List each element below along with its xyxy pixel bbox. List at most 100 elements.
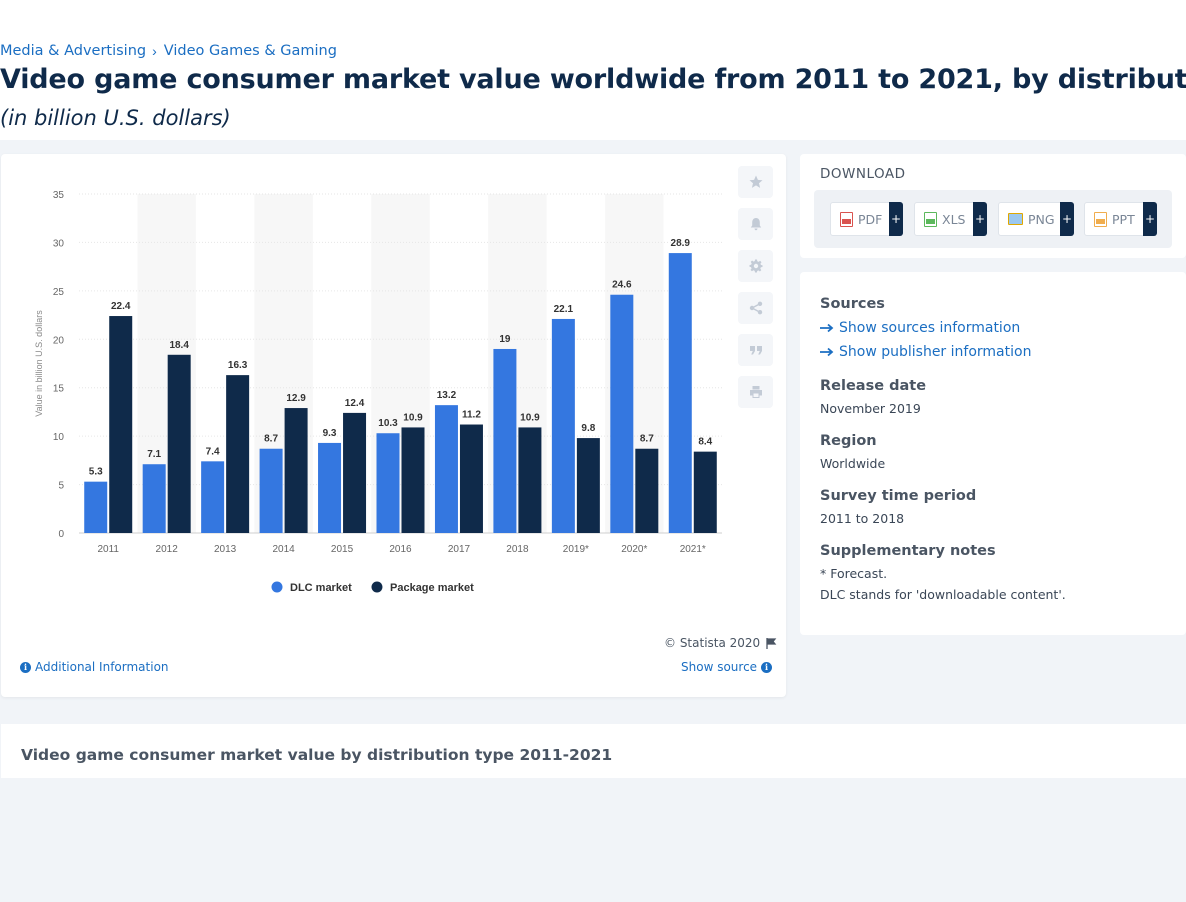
xls-label: XLS [942,211,966,227]
x-tick-label: 2021* [680,544,706,555]
data-label: 16.3 [228,360,248,371]
bell-icon [750,218,761,231]
chart-card: 0 5 10 15 20 25 30 35 Value in billion U.S. doll… [1,154,786,697]
gear-icon [749,259,762,273]
package-bar [167,354,191,533]
show-publisher-link[interactable]: Show publisher information [820,344,1031,360]
download-ppt-button[interactable]: PPT + [1084,202,1157,236]
forecast-note: * Forecast. [820,566,888,581]
additional-information-link[interactable]: i Additional Information [20,660,169,674]
x-tick-label: 2014 [272,544,295,555]
data-label: 13.2 [437,390,457,401]
settings-button[interactable] [738,250,773,282]
related-statistic-card: Video game consumer market value by dist… [1,724,1186,778]
show-source-link[interactable]: Show source i [681,660,773,674]
x-tick-label: 2013 [214,544,237,555]
data-label: 5.3 [89,467,103,478]
ppt-label: PPT [1112,211,1135,227]
region-heading: Region [820,433,877,449]
dlc-note: DLC stands for 'downloadable content'. [820,587,1066,602]
copyright: © Statista 2020 [664,636,777,650]
dlc-bar [318,442,342,533]
data-label: 7.1 [147,449,161,460]
pdf-plus: + [889,202,903,236]
release-date-heading: Release date [820,378,927,394]
x-tick-label: 2012 [156,544,179,555]
info-icon: i [761,661,773,673]
data-label: 12.4 [345,398,365,409]
xls-file-icon [924,211,937,227]
breadcrumb-media-advertising[interactable]: Media & Advertising [0,43,147,59]
legend-dlc-marker [271,581,283,593]
bar-chart: 0 5 10 15 20 25 30 35 Value in billion U.S. doll… [34,190,722,594]
flag-icon[interactable] [766,637,777,649]
xls-plus: + [973,202,987,236]
quote-icon [749,346,762,355]
data-label: 12.9 [286,393,306,404]
related-statistic-title[interactable]: Video game consumer market value by dist… [21,746,613,764]
package-bar [401,427,425,533]
data-label: 8.7 [264,434,278,445]
data-label: 10.3 [378,418,398,429]
data-label: 28.9 [671,238,691,249]
print-icon [749,386,762,398]
show-sources-link[interactable]: Show sources information [820,320,1020,336]
release-date-value: November 2019 [820,401,921,416]
y-tick-label: 25 [53,287,65,298]
share-button[interactable] [738,292,773,324]
dlc-bar [142,464,166,533]
cite-button[interactable] [738,334,773,366]
dlc-bar [551,318,575,533]
download-png-button[interactable]: PNG + [998,202,1074,236]
pdf-file-icon [840,211,853,227]
x-tick-label: 2011 [97,544,119,555]
header-band [0,0,1186,140]
info-card: Sources Show sources information Show pu… [800,272,1186,635]
y-tick-label: 15 [53,384,65,395]
ppt-file-icon [1094,211,1107,227]
sources-heading: Sources [820,296,885,312]
download-buttons: PDF + XLS + PNG + PPT + [814,190,1172,248]
package-bar [284,408,308,533]
png-label: PNG [1028,211,1055,227]
page-title: Video game consumer market value worldwi… [0,64,1186,95]
data-label: 24.6 [612,280,632,291]
pdf-label: PDF [858,211,883,227]
copyright-text: © Statista 2020 [664,636,761,650]
package-bar [343,412,367,533]
x-tick-label: 2015 [331,544,354,555]
x-tick-label: 2017 [448,544,471,555]
data-label: 7.4 [206,446,220,457]
package-bar [693,451,717,533]
notification-button[interactable] [738,208,773,240]
dlc-bar [84,481,108,533]
print-button[interactable] [738,376,773,408]
package-bar [518,427,542,533]
show-publisher-label: Show publisher information [839,344,1032,360]
star-icon [749,175,762,188]
favorite-button[interactable] [738,166,773,198]
page-subtitle: (in billion U.S. dollars) [0,106,231,130]
arrow-right-icon [820,347,834,357]
y-tick-label: 35 [53,190,65,201]
y-tick-label: 20 [53,335,65,346]
x-tick-label: 2019* [563,544,589,555]
dlc-bar [434,405,458,533]
png-file-icon [1008,213,1023,225]
dlc-bar [610,294,634,533]
data-label: 10.9 [403,412,423,423]
arrow-right-icon [820,323,834,333]
y-tick-label: 30 [53,238,65,249]
breadcrumb-video-games[interactable]: Video Games & Gaming [163,43,337,59]
share-icon [749,301,762,315]
x-tick-label: 2020* [621,544,647,555]
y-tick-label: 10 [53,432,65,443]
data-label: 22.1 [554,304,574,315]
chart-toolbar [738,166,773,408]
show-source-label: Show source [681,660,758,674]
download-pdf-button[interactable]: PDF + [830,202,903,236]
ppt-plus: + [1143,202,1157,236]
download-xls-button[interactable]: XLS + [914,202,987,236]
data-label: 22.4 [111,301,131,312]
legend-package-marker [371,581,383,593]
